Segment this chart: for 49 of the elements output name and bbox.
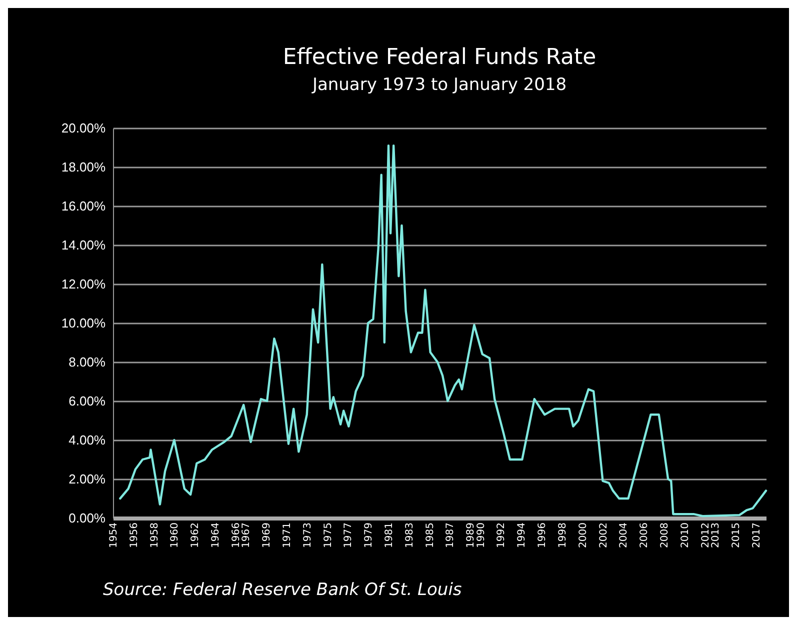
x-tick-label: 2000 — [578, 522, 589, 548]
x-tick-label: 1973 — [302, 522, 314, 548]
chart-subtitle: January 1973 to January 2018 — [311, 75, 567, 95]
x-tick-label: 1977 — [343, 522, 354, 548]
x-tick-label: 1964 — [210, 522, 222, 548]
y-tick-label: 14.00% — [61, 238, 106, 252]
x-tick-label: 1969 — [262, 522, 273, 548]
x-tick-label: 1975 — [322, 522, 334, 548]
x-tick-label: 1958 — [149, 522, 160, 548]
x-tick-label: 1967 — [241, 522, 252, 548]
x-tick-label: 1971 — [282, 522, 293, 548]
x-tick-label: 1994 — [516, 522, 528, 548]
x-tick-label: 1983 — [404, 522, 416, 548]
y-tick-label: 4.00% — [68, 432, 106, 448]
y-tick-label: 12.00% — [61, 276, 106, 292]
x-tick-label: 1990 — [476, 522, 487, 548]
x-tick-label: 1966 — [230, 522, 242, 548]
y-tick-label: 0.00% — [68, 510, 106, 526]
y-tick-label: 6.00% — [68, 394, 106, 408]
x-tick-label: 2012 — [700, 522, 712, 548]
x-tick-label: 2006 — [639, 522, 650, 548]
line-series — [119, 144, 768, 518]
x-tick-label: 1954 — [108, 522, 120, 548]
x-tick-label: 2002 — [598, 522, 610, 548]
y-tick-label: 10.00% — [61, 316, 106, 330]
x-tick-label: 2013 — [710, 522, 722, 548]
x-tick-label: 2010 — [680, 522, 691, 548]
x-tick-label: 2017 — [751, 522, 762, 548]
x-tick-label: 1985 — [424, 522, 436, 548]
source-note: Source: Federal Reserve Bank Of St. Louis — [103, 580, 462, 600]
x-tick-label: 1960 — [170, 522, 181, 548]
x-tick-label: 1992 — [496, 522, 508, 548]
x-tick-label: 1981 — [384, 522, 395, 548]
x-tick-label: 1989 — [466, 522, 477, 548]
x-tick-label: 1996 — [537, 522, 548, 548]
x-tick-label: 2015 — [730, 522, 742, 548]
x-tick-label: 1987 — [445, 522, 456, 548]
x-tick-label: 1962 — [190, 522, 202, 548]
x-tick-label: 1956 — [128, 522, 140, 548]
y-tick-label: 18.00% — [61, 160, 106, 174]
chart-title: Effective Federal Funds Rate — [282, 45, 596, 70]
x-tick-label: 2004 — [618, 522, 630, 548]
y-tick-label: 8.00% — [68, 354, 106, 370]
y-tick-label: 20.00% — [61, 120, 106, 136]
x-tick-label: 1979 — [364, 522, 375, 548]
x-tick-label: 2008 — [659, 522, 670, 548]
y-tick-label: 16.00% — [61, 198, 106, 214]
y-tick-label: 2.00% — [68, 472, 106, 486]
x-tick-label: 1998 — [557, 522, 568, 548]
